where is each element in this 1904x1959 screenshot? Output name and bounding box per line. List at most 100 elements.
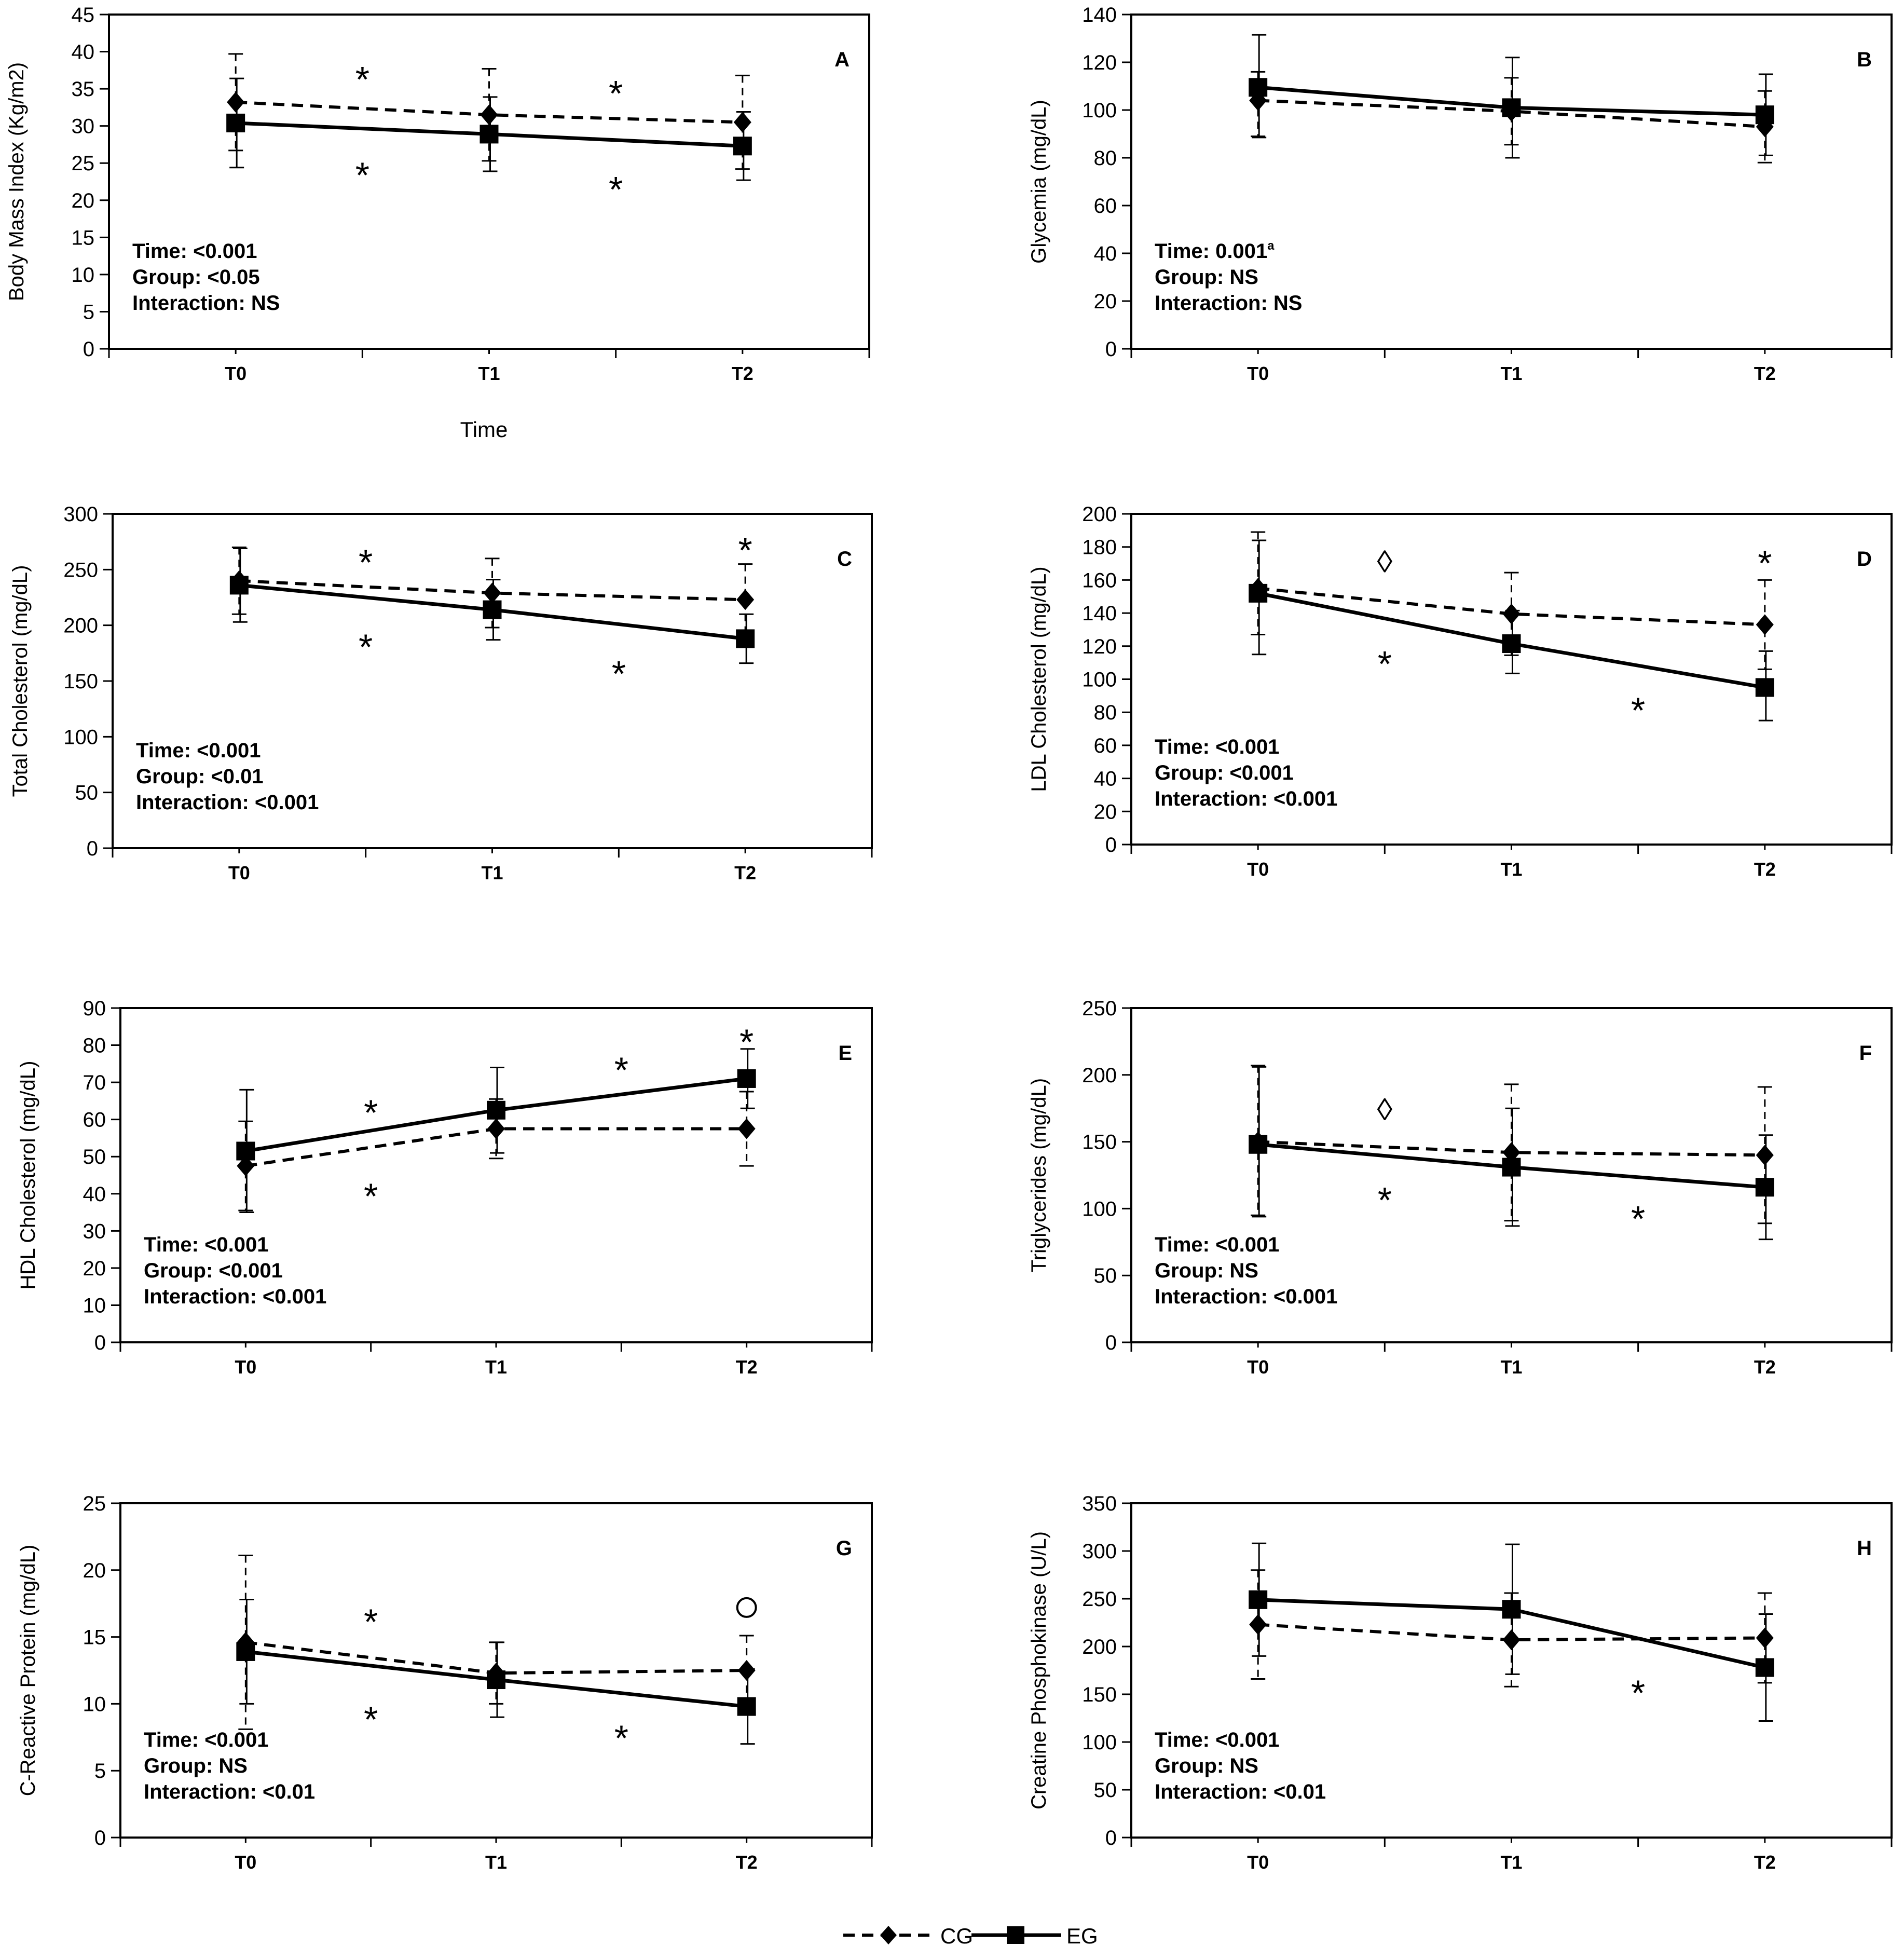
x-tick-label: T2 (736, 1852, 758, 1873)
y-tick-label: 25 (83, 1492, 106, 1515)
y-tick-label: 120 (1082, 635, 1117, 658)
error-bar (1251, 71, 1266, 138)
data-point-square (236, 1141, 255, 1161)
stats-line: Time: <0.001 (144, 1233, 269, 1256)
y-tick-label: 140 (1082, 602, 1117, 625)
series-eg (1249, 1542, 1774, 1722)
data-point-diamond (237, 1155, 255, 1177)
y-tick-label: 80 (83, 1035, 106, 1057)
panel-label: D (1857, 548, 1872, 570)
y-tick-label: 50 (83, 1146, 106, 1168)
data-point-square (737, 1697, 756, 1716)
data-point-square (1755, 1658, 1774, 1677)
significance-asterisk: * (612, 654, 626, 694)
data-point-square (1249, 583, 1268, 603)
significance-asterisk: * (738, 530, 752, 570)
significance-circle (736, 1597, 757, 1618)
x-tick-label: T1 (1500, 363, 1522, 384)
y-tick-label: 200 (1082, 1636, 1117, 1658)
y-tick-label: 100 (1082, 669, 1117, 691)
series-eg (1249, 34, 1774, 159)
significance-asterisk: * (1631, 1199, 1645, 1239)
x-tick-label: T1 (1500, 1356, 1522, 1378)
significance-asterisk: * (609, 73, 623, 114)
error-bar (485, 557, 500, 629)
data-point-diamond (1502, 1142, 1521, 1163)
y-tick-label: 40 (83, 1183, 106, 1206)
stats-line: Group: NS (1155, 1754, 1258, 1777)
y-tick-label: 150 (63, 670, 98, 693)
y-tick-label: 20 (1094, 800, 1117, 823)
data-point-diamond (1756, 1145, 1774, 1166)
significance-asterisk: * (355, 155, 369, 196)
y-tick-label: 20 (83, 1559, 106, 1582)
stats-line: Interaction: <0.001 (144, 1285, 326, 1308)
y-tick-label: 100 (1082, 1198, 1117, 1220)
series-cg (1249, 1569, 1774, 1688)
y-tick-label: 300 (63, 503, 98, 526)
panel-label: F (1859, 1042, 1872, 1065)
y-tick-label: 160 (1082, 569, 1117, 592)
legend-label-cg: CG (940, 1924, 973, 1948)
data-point-square (487, 1100, 505, 1120)
data-point-diamond (1756, 1627, 1774, 1649)
x-tick-label: T2 (1754, 363, 1776, 384)
y-tick-label: 300 (1082, 1540, 1117, 1563)
x-tick-label: T2 (1754, 1356, 1776, 1378)
y-tick-label: 350 (1082, 1492, 1117, 1515)
y-tick-label: 45 (72, 4, 95, 26)
significance-asterisk: * (364, 1093, 378, 1133)
series-eg (236, 1598, 756, 1745)
y-tick-label: 150 (1082, 1131, 1117, 1154)
data-point-square (736, 629, 755, 648)
stats-line: Interaction: <0.01 (1155, 1780, 1326, 1803)
y-tick-label: 0 (1105, 338, 1117, 361)
series-eg (1249, 539, 1774, 722)
significance-diamond: ◊ (1377, 1092, 1393, 1127)
series-line-cg (1257, 587, 1765, 627)
y-tick-label: 30 (83, 1220, 106, 1243)
y-tick-label: 10 (83, 1294, 106, 1317)
chart-panel-d: 0 20 40 60 80 100 120 140 160 180 200 T0 T1 T2 LDL Cho… (1028, 503, 1893, 880)
significance-asterisk: * (1631, 1672, 1645, 1713)
x-tick-label: T1 (478, 363, 500, 384)
significance-asterisk: * (614, 1050, 628, 1090)
y-tick-label: 80 (1094, 701, 1117, 724)
stats-line: Time: <0.001 (1155, 736, 1280, 758)
significance-asterisk: * (359, 542, 373, 583)
y-tick-label: 40 (72, 41, 95, 64)
panel-label: C (837, 548, 852, 570)
y-tick-label: 50 (75, 782, 99, 805)
chart-panels: 0 5 10 15 20 25 30 35 40 45 T0 T1 T2 Time Body Mass In… (5, 4, 1893, 1873)
significance-asterisk: * (364, 1699, 378, 1739)
stats-line: Time: 0.001a (1155, 239, 1275, 263)
data-point-diamond (1756, 614, 1774, 635)
data-point-diamond (737, 1660, 756, 1681)
series-cg (1249, 71, 1774, 164)
x-tick-label: T2 (1754, 859, 1776, 880)
y-tick-label: 100 (1082, 1731, 1117, 1754)
x-tick-label: T0 (228, 862, 250, 883)
panel-label: E (838, 1042, 852, 1065)
x-tick-label: T0 (235, 1852, 256, 1873)
data-point-diamond (1502, 603, 1521, 624)
error-bar (1757, 90, 1772, 164)
y-tick-label: 60 (1094, 195, 1117, 217)
y-axis-label: C-Reactive Protein (mg/dL) (17, 1545, 39, 1797)
stats-line: Time: <0.001 (144, 1729, 269, 1751)
data-point-square (737, 1069, 756, 1088)
legend-label-eg: EG (1066, 1924, 1098, 1948)
x-tick-label: T2 (732, 363, 754, 384)
y-tick-label: 200 (1082, 503, 1117, 526)
x-tick-label: T1 (481, 862, 503, 883)
error-bar (482, 67, 497, 162)
y-tick-label: 5 (94, 1760, 106, 1783)
y-tick-label: 30 (72, 115, 95, 138)
y-tick-label: 0 (1105, 834, 1117, 856)
data-point-square (1502, 1158, 1521, 1177)
chart-panel-b: 0 20 40 60 80 100 120 140 T0 T1 T2 Glycemia (mg/dL)… (1028, 4, 1893, 384)
series-cg (1249, 1065, 1774, 1225)
y-tick-label: 15 (83, 1626, 106, 1649)
y-tick-label: 0 (94, 1827, 106, 1849)
data-point-square (480, 125, 499, 144)
